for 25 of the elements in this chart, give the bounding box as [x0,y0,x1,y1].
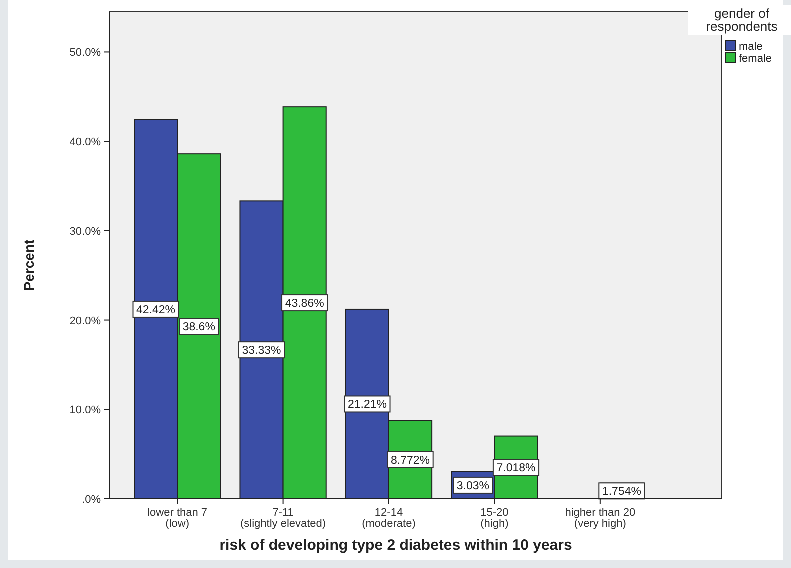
y-tick-label: 10.0% [70,404,102,417]
y-tick-label: .0% [82,494,102,506]
data-label: 3.03% [456,480,490,492]
x-tick-label: higher than 20 (very high) [565,507,636,530]
data-label: 42.42% [136,304,176,316]
y-tick-label: 50.0% [70,47,102,60]
x-tick-label: lower than 7 (low) [148,507,208,530]
x-axis-title: risk of developing type 2 diabetes within 10 years [220,537,572,554]
y-axis-title: Percent [21,239,37,292]
x-tick-label: 15-20 (high) [480,507,509,530]
data-label: 21.21% [348,399,387,412]
data-label: 43.86% [285,298,324,310]
y-tick-label: 40.0% [70,136,102,149]
legend-title: gender of respondents [706,6,778,34]
data-label: 1.754% [602,486,642,498]
legend-label: female [739,53,772,65]
data-label: 38.6% [182,322,216,334]
data-label: 7.018% [496,462,536,475]
data-label: 33.33% [242,345,282,358]
legend-label: male [739,41,763,53]
y-tick-label: 30.0% [70,226,102,238]
x-tick-label: 12-14 (moderate) [362,507,416,530]
x-tick-label: 7-11 (slightly elevated) [240,507,326,530]
data-label: 8.772% [391,454,430,467]
y-tick-label: 20.0% [70,315,102,328]
